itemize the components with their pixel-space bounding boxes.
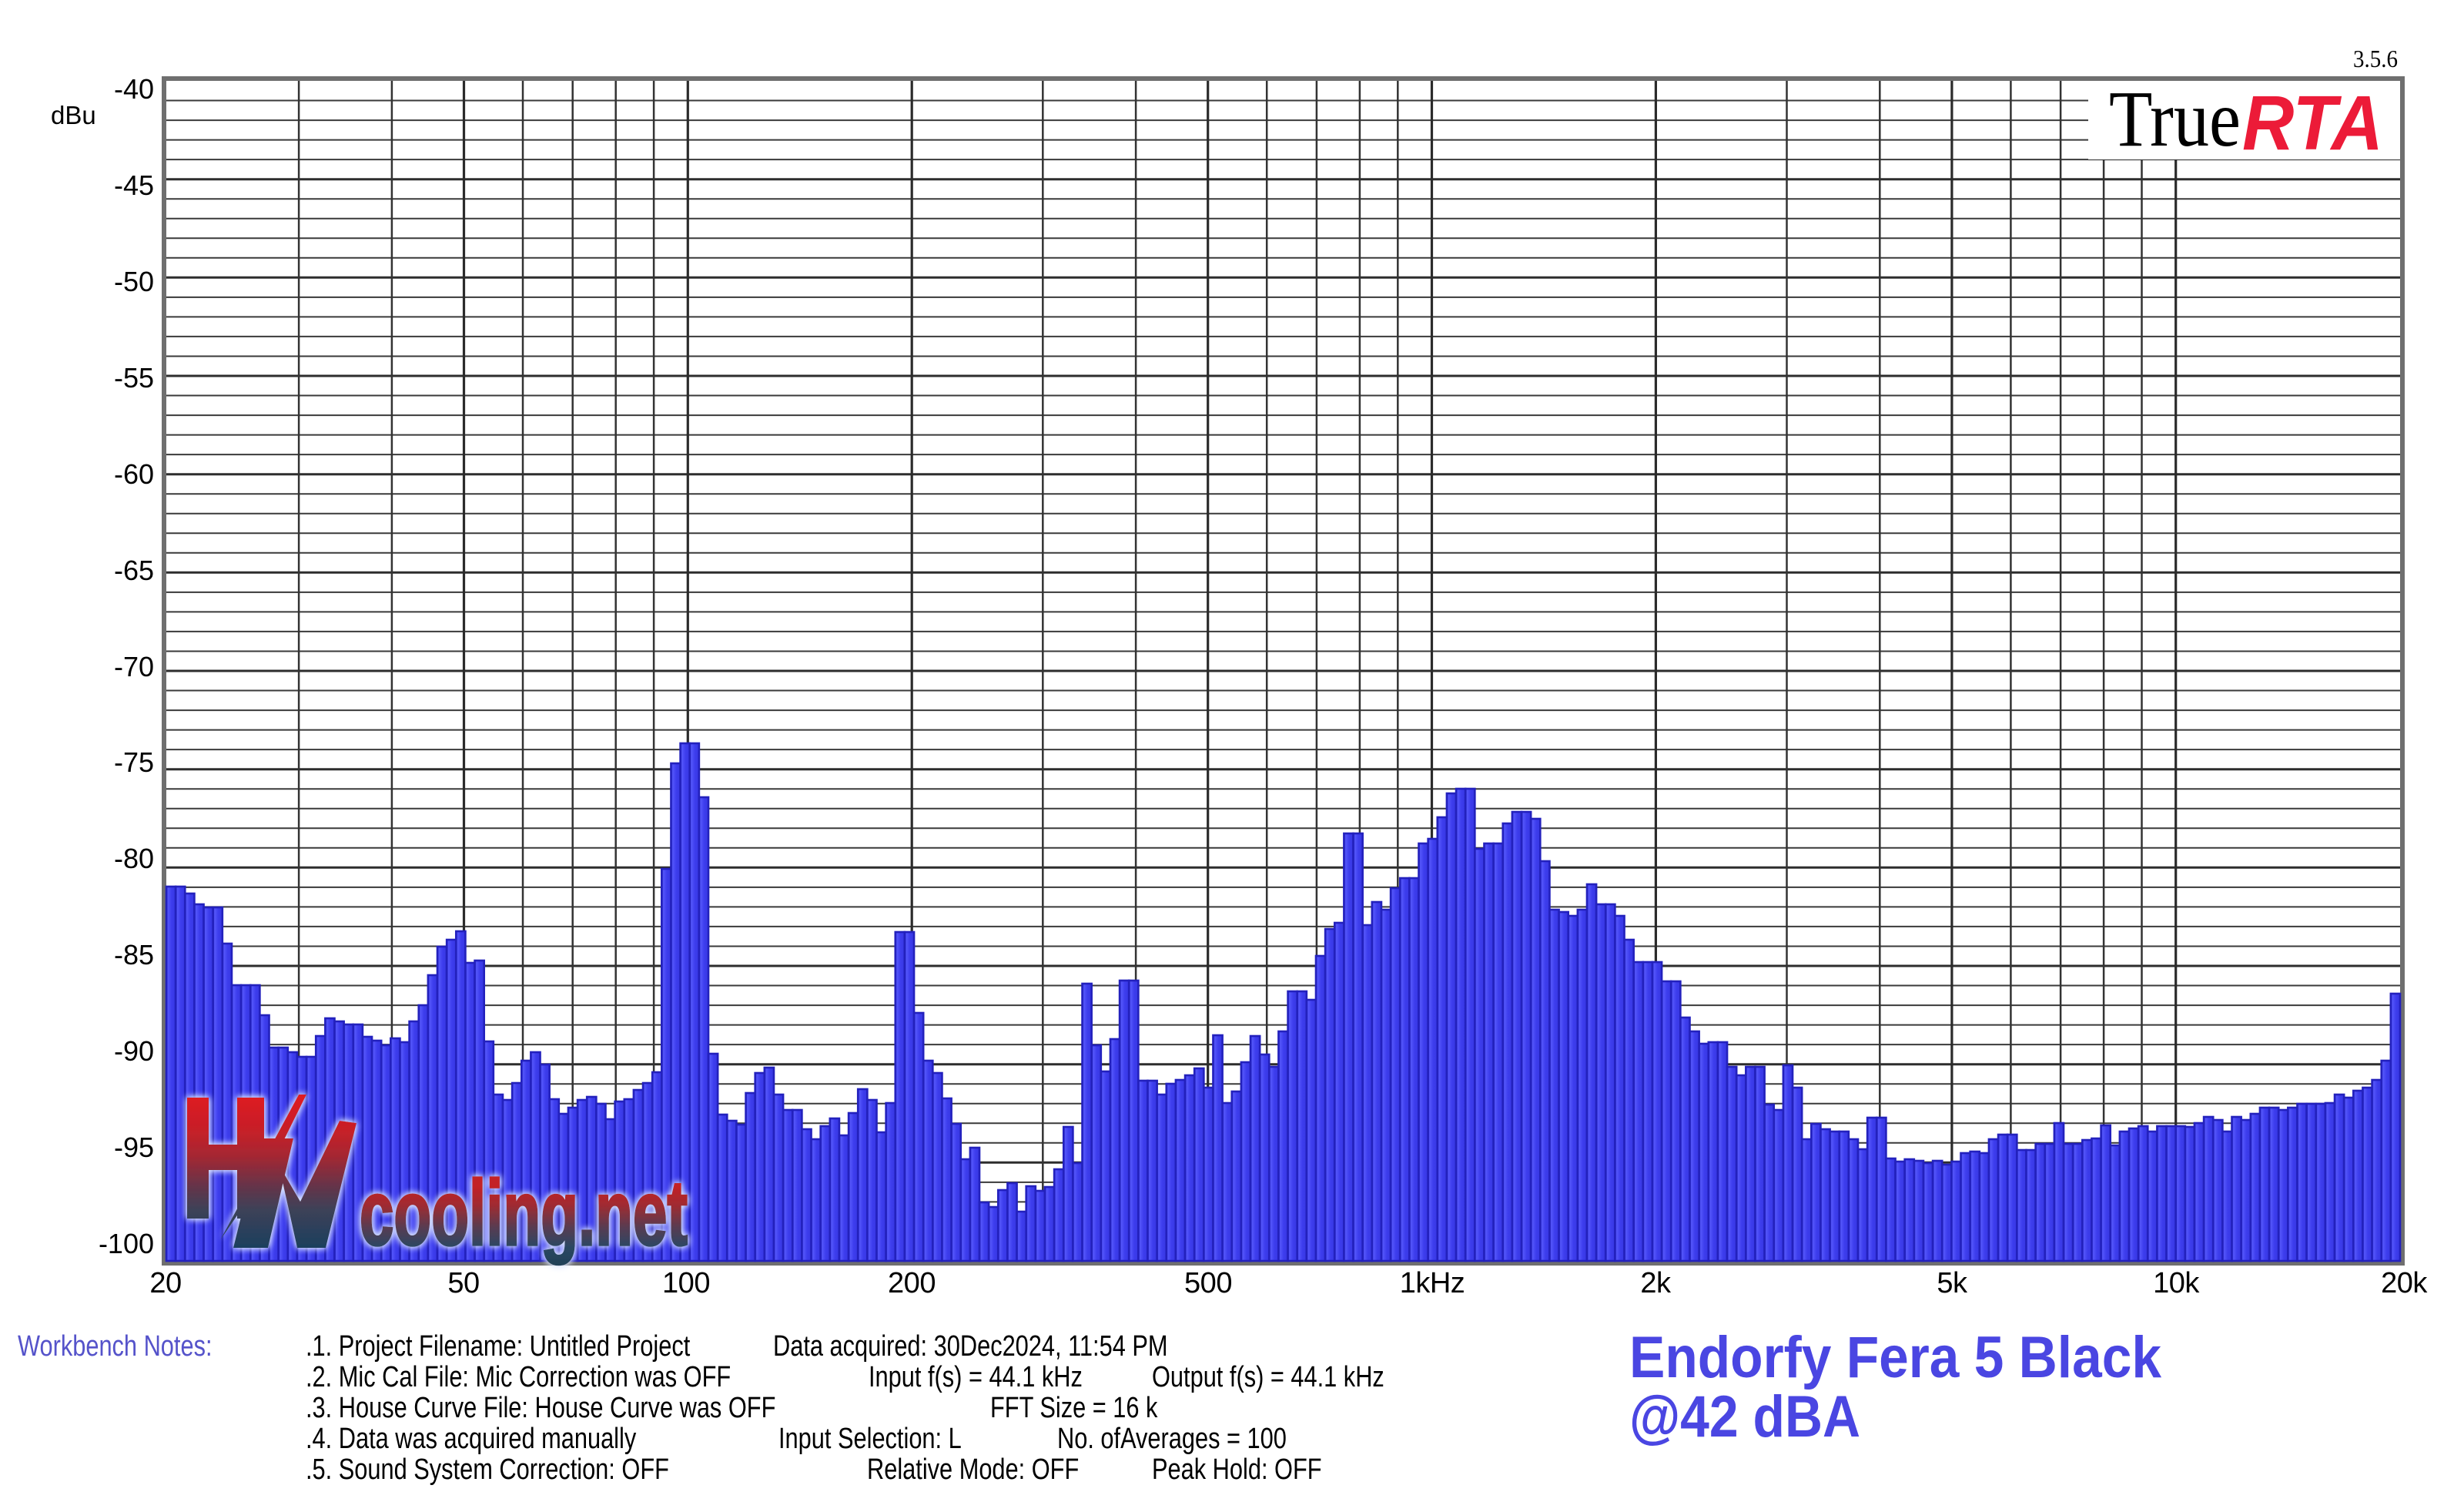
svg-text:Endorfy Fera 5 Black: Endorfy Fera 5 Black: [1629, 1325, 2162, 1390]
svg-text:100: 100: [662, 1267, 710, 1299]
svg-text:FFT Size = 16 k: FFT Size = 16 k: [990, 1392, 1158, 1424]
svg-text:RTA: RTA: [2242, 80, 2383, 166]
svg-text:20k: 20k: [2381, 1267, 2428, 1299]
svg-text:@42 dBA: @42 dBA: [1629, 1384, 1860, 1450]
svg-text:Input Selection: L: Input Selection: L: [778, 1423, 962, 1455]
svg-text:-65: -65: [114, 555, 154, 586]
svg-text:20: 20: [149, 1267, 181, 1299]
svg-text:200: 200: [888, 1267, 936, 1299]
svg-text:True: True: [2109, 75, 2241, 163]
svg-text:Relative Mode: OFF: Relative Mode: OFF: [867, 1453, 1079, 1486]
svg-text:50: 50: [447, 1267, 479, 1299]
svg-text:.2. Mic Cal File: Mic Correcti: .2. Mic Cal File: Mic Correction was OFF: [306, 1361, 731, 1393]
svg-text:cooling.net: cooling.net: [360, 1162, 688, 1265]
svg-text:-100: -100: [99, 1228, 154, 1259]
svg-text:.4. Data was acquired manually: .4. Data was acquired manually: [306, 1423, 637, 1455]
svg-text:-80: -80: [114, 843, 154, 874]
svg-text:Input f(s) = 44.1 kHz: Input f(s) = 44.1 kHz: [869, 1361, 1083, 1393]
svg-text:Output f(s) = 44.1 kHz: Output f(s) = 44.1 kHz: [1152, 1361, 1384, 1393]
svg-text:5k: 5k: [1937, 1267, 1968, 1299]
svg-text:1kHz: 1kHz: [1400, 1267, 1465, 1299]
svg-text:-40: -40: [114, 73, 154, 105]
svg-text:-70: -70: [114, 651, 154, 682]
svg-text:-55: -55: [114, 362, 154, 394]
svg-text:No. ofAverages = 100: No. ofAverages = 100: [1057, 1423, 1287, 1455]
svg-text:.3. House Curve File: House Cu: .3. House Curve File: House Curve was OF…: [306, 1392, 775, 1424]
svg-text:-85: -85: [114, 939, 154, 971]
svg-text:-50: -50: [114, 266, 154, 297]
svg-text:3.5.6: 3.5.6: [2353, 45, 2398, 72]
svg-text:-75: -75: [114, 746, 154, 778]
svg-text:-90: -90: [114, 1035, 154, 1067]
svg-text:.5. Sound System Correction: O: .5. Sound System Correction: OFF: [306, 1453, 669, 1486]
svg-text:2k: 2k: [1640, 1267, 1672, 1299]
svg-text:dBu: dBu: [51, 101, 96, 129]
svg-text:500: 500: [1184, 1267, 1232, 1299]
svg-text:-95: -95: [114, 1132, 154, 1163]
svg-text:-45: -45: [114, 169, 154, 201]
svg-text:.1. Project Filename: Untitled: .1. Project Filename: Untitled Project: [306, 1330, 691, 1363]
svg-text:-60: -60: [114, 458, 154, 490]
svg-text:10k: 10k: [2153, 1267, 2200, 1299]
svg-text:Workbench Notes:: Workbench Notes:: [18, 1330, 213, 1363]
svg-text:Peak Hold: OFF: Peak Hold: OFF: [1152, 1453, 1322, 1486]
svg-text:Data acquired: 30Dec2024, 11:5: Data acquired: 30Dec2024, 11:54 PM: [773, 1330, 1168, 1363]
